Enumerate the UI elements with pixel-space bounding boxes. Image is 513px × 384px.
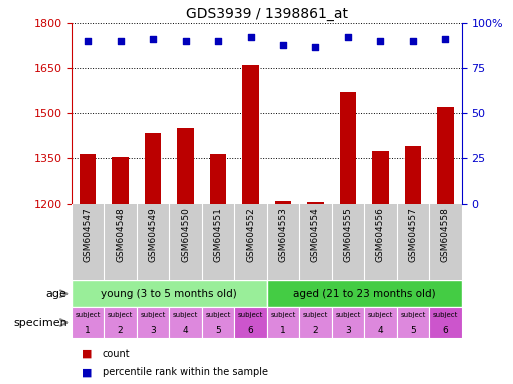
- Point: [246, 35, 254, 41]
- Text: subject: subject: [75, 312, 101, 318]
- Bar: [405, 146, 421, 204]
- Bar: [234, 307, 267, 338]
- Point: [149, 36, 157, 42]
- Text: GSM604553: GSM604553: [279, 207, 287, 262]
- Bar: [340, 92, 356, 204]
- Bar: [267, 280, 462, 307]
- Text: subject: subject: [238, 312, 263, 318]
- Bar: [80, 154, 96, 204]
- Point: [377, 38, 385, 44]
- Text: subject: subject: [433, 312, 458, 318]
- Text: GSM604550: GSM604550: [181, 207, 190, 262]
- Text: ■: ■: [82, 349, 92, 359]
- Text: GSM604554: GSM604554: [311, 207, 320, 262]
- Bar: [104, 307, 137, 338]
- Text: 2: 2: [118, 326, 123, 335]
- Text: subject: subject: [205, 312, 231, 318]
- Text: GSM604547: GSM604547: [84, 207, 92, 262]
- Text: GSM604551: GSM604551: [213, 207, 223, 262]
- Text: GSM604556: GSM604556: [376, 207, 385, 262]
- Text: count: count: [103, 349, 130, 359]
- Text: percentile rank within the sample: percentile rank within the sample: [103, 367, 268, 377]
- Point: [214, 38, 222, 44]
- Text: subject: subject: [270, 312, 295, 318]
- Bar: [145, 133, 161, 204]
- Text: aged (21 to 23 months old): aged (21 to 23 months old): [293, 289, 436, 299]
- Bar: [210, 154, 226, 204]
- Bar: [112, 157, 129, 204]
- Point: [441, 36, 449, 42]
- Point: [409, 38, 417, 44]
- Bar: [72, 307, 104, 338]
- Text: 5: 5: [215, 326, 221, 335]
- Text: 2: 2: [313, 326, 318, 335]
- Text: GSM604557: GSM604557: [408, 207, 418, 262]
- Text: subject: subject: [173, 312, 198, 318]
- Bar: [177, 128, 193, 204]
- Point: [84, 38, 92, 44]
- Text: 6: 6: [443, 326, 448, 335]
- Text: young (3 to 5 months old): young (3 to 5 months old): [102, 289, 237, 299]
- Bar: [267, 307, 299, 338]
- Point: [344, 35, 352, 41]
- Text: ■: ■: [82, 367, 92, 377]
- Text: 4: 4: [183, 326, 188, 335]
- Text: specimen: specimen: [13, 318, 67, 328]
- Bar: [397, 307, 429, 338]
- Bar: [137, 307, 169, 338]
- Text: 5: 5: [410, 326, 416, 335]
- Text: GSM604549: GSM604549: [149, 207, 157, 262]
- Text: GSM604558: GSM604558: [441, 207, 450, 262]
- Bar: [202, 307, 234, 338]
- Bar: [242, 65, 259, 204]
- Point: [116, 38, 125, 44]
- Bar: [372, 151, 389, 204]
- Text: subject: subject: [303, 312, 328, 318]
- Text: subject: subject: [141, 312, 166, 318]
- Text: age: age: [46, 289, 67, 299]
- Text: subject: subject: [368, 312, 393, 318]
- Text: GSM604548: GSM604548: [116, 207, 125, 262]
- Point: [182, 38, 190, 44]
- Point: [311, 43, 320, 50]
- Bar: [429, 307, 462, 338]
- Text: 3: 3: [150, 326, 156, 335]
- Title: GDS3939 / 1398861_at: GDS3939 / 1398861_at: [186, 7, 348, 21]
- Text: 3: 3: [345, 326, 351, 335]
- Text: subject: subject: [400, 312, 426, 318]
- Text: subject: subject: [336, 312, 361, 318]
- Text: 1: 1: [280, 326, 286, 335]
- Text: GSM604552: GSM604552: [246, 207, 255, 262]
- Text: 6: 6: [248, 326, 253, 335]
- Text: 4: 4: [378, 326, 383, 335]
- Bar: [169, 307, 202, 338]
- Bar: [72, 280, 267, 307]
- Bar: [364, 307, 397, 338]
- Point: [279, 41, 287, 48]
- Bar: [275, 200, 291, 204]
- Bar: [437, 107, 453, 204]
- Bar: [307, 202, 324, 204]
- Bar: [299, 307, 332, 338]
- Text: subject: subject: [108, 312, 133, 318]
- Text: 1: 1: [85, 326, 91, 335]
- Bar: [332, 307, 364, 338]
- Text: GSM604555: GSM604555: [344, 207, 352, 262]
